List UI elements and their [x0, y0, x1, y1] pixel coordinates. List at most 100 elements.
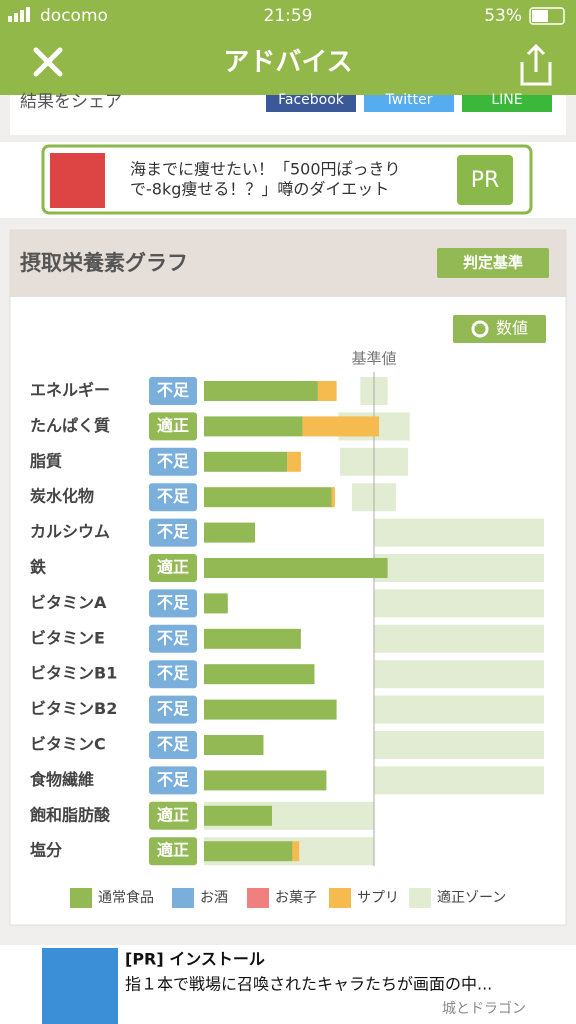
- status-label: 不足: [157, 451, 190, 470]
- status-badge: [149, 695, 197, 724]
- category-label: 食物繊維: [29, 770, 94, 789]
- status-badge: [149, 766, 197, 795]
- category-label: 飽和脂肪酸: [29, 805, 111, 824]
- bottom-ad-title: [PR] インストール: [125, 950, 265, 969]
- status-label: 不足: [157, 628, 190, 647]
- time: 21:59: [264, 6, 313, 26]
- status-badge: [149, 801, 197, 830]
- bar-segment: [204, 381, 318, 401]
- bar-segment: [204, 841, 293, 862]
- category-label: ビタミンA: [30, 593, 107, 612]
- bar-segment: [292, 841, 300, 862]
- share-button[interactable]: [520, 43, 552, 86]
- bottom-ad-text: 指１本で戦場に召喚されたキャラたちが画面の中...: [125, 975, 492, 994]
- status-label: 適正: [157, 416, 189, 435]
- status-badge: [149, 447, 197, 476]
- status-badge: [149, 518, 197, 547]
- legend-label: お酒: [200, 890, 228, 906]
- bar-segment: [302, 416, 380, 437]
- zone: [374, 589, 544, 618]
- status-label: 不足: [157, 381, 190, 400]
- battery-level: [532, 10, 548, 22]
- category-label: ビタミンC: [30, 735, 106, 754]
- status-badge: [149, 731, 197, 759]
- ad-banner[interactable]: [41, 144, 533, 215]
- bar-segment: [204, 451, 288, 472]
- status-badge: [149, 412, 197, 441]
- legend-label: サプリ: [357, 890, 399, 906]
- zone: [374, 554, 544, 582]
- status-badge: [149, 377, 197, 405]
- close-button[interactable]: [33, 47, 63, 77]
- bar-segment: [204, 805, 272, 826]
- bar-segment: [204, 699, 337, 720]
- signal: [8, 7, 30, 22]
- criteria-button[interactable]: [437, 248, 549, 278]
- status-badge: [149, 624, 197, 653]
- status-label: 不足: [157, 522, 190, 541]
- bar-segment: [204, 593, 228, 614]
- status-badge: [149, 483, 197, 512]
- battery-text: 53%: [484, 6, 522, 26]
- category-label: 脂質: [30, 451, 62, 470]
- criteria-label: 判定基準: [463, 254, 523, 272]
- ad-text: 海までに痩せたい！「500円ぽっきり: [130, 160, 401, 179]
- category-label: ビタミンE: [30, 628, 105, 647]
- category-label: ビタミンB2: [30, 699, 117, 718]
- bar-segment: [204, 735, 264, 755]
- status-badge: [149, 554, 197, 582]
- bar-segment: [204, 558, 388, 578]
- category-label: 炭水化物: [30, 487, 94, 506]
- zone: [374, 660, 544, 689]
- legend-label: 通常食品: [98, 889, 154, 906]
- status-label: 不足: [157, 699, 190, 718]
- ad-badge-text: PR: [471, 168, 500, 193]
- status-label: 不足: [157, 664, 190, 683]
- legend-swatch: [172, 888, 194, 908]
- bar-segment: [331, 487, 335, 508]
- legend-label: お菓子: [275, 890, 317, 906]
- share-label: 結果をシェア: [20, 92, 122, 112]
- bottom-ad-icon: [42, 948, 118, 1024]
- category-label: カルシウム: [30, 522, 110, 541]
- ad-image: [50, 153, 105, 208]
- refresh-icon: [471, 320, 489, 338]
- category-label: 鉄: [30, 558, 46, 577]
- legend-swatch: [409, 888, 431, 908]
- zone: [374, 695, 544, 724]
- twitter-label: Twitter: [385, 92, 433, 108]
- legend-swatch: [70, 888, 92, 908]
- carrier: docomo: [40, 6, 108, 26]
- battery-icon: [529, 7, 565, 25]
- header-bg: [0, 0, 576, 95]
- category-label: 塩分: [30, 841, 62, 860]
- header-title: アドバイス: [223, 48, 352, 78]
- status-badge: [149, 837, 197, 866]
- zone: [374, 518, 544, 547]
- bar-segment: [287, 451, 301, 472]
- bottom-ad-brand: 城とドラゴン: [442, 1000, 526, 1017]
- bar-segment: [204, 487, 332, 508]
- bar-segment: [204, 416, 303, 437]
- twitter-button[interactable]: [364, 95, 454, 112]
- status-label: 不足: [157, 735, 190, 754]
- facebook-button[interactable]: [266, 95, 356, 112]
- status-label: 不足: [157, 593, 190, 612]
- values-label: 数値: [496, 319, 528, 338]
- status-label: 適正: [157, 558, 189, 577]
- line-button[interactable]: [462, 95, 552, 112]
- status-label: 不足: [157, 770, 190, 789]
- status-label: 適正: [157, 805, 189, 824]
- zone: [374, 624, 544, 653]
- status-badge: [149, 660, 197, 689]
- chart-title: 摂取栄養素グラフ: [20, 251, 188, 275]
- status-label: 不足: [157, 487, 190, 506]
- status-label: 適正: [157, 841, 189, 860]
- bar-segment: [204, 770, 327, 791]
- zone: [374, 766, 544, 795]
- zone: [374, 731, 544, 759]
- bar-segment: [317, 381, 337, 401]
- ad-text: で-8kg痩せる！？」噂のダイエット: [130, 180, 389, 199]
- reference-label: 基準値: [351, 350, 396, 368]
